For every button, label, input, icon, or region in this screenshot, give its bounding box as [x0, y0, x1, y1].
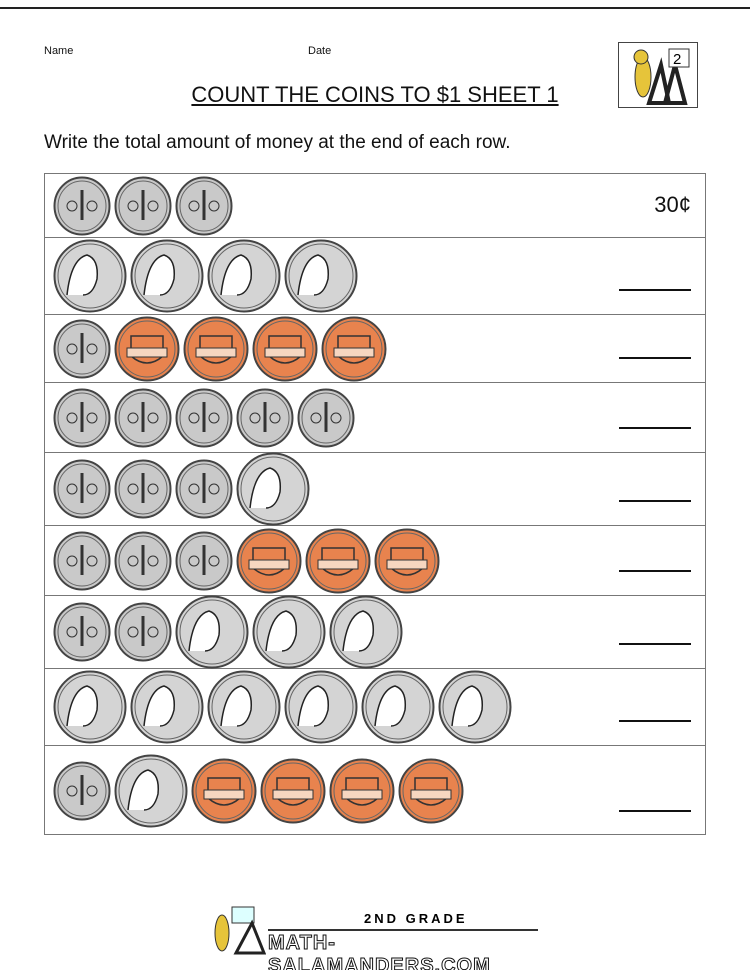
coin-row — [45, 452, 705, 526]
nickel-coin-icon — [438, 670, 512, 744]
coin-group — [53, 746, 467, 836]
answer-text: 30¢ — [654, 192, 691, 217]
penny-coin-icon — [191, 758, 257, 824]
coin-group — [53, 174, 236, 237]
dime-coin-icon — [114, 176, 172, 235]
dime-coin-icon — [297, 388, 355, 447]
penny-coin-icon — [260, 758, 326, 824]
nickel-coin-icon — [329, 595, 403, 669]
coin-row — [45, 746, 705, 836]
dime-coin-icon — [175, 531, 233, 590]
nickel-coin-icon — [284, 670, 358, 744]
coin-row — [45, 238, 705, 315]
dime-coin-icon — [114, 459, 172, 519]
penny-coin-icon — [114, 316, 180, 381]
dime-coin-icon — [114, 602, 172, 662]
penny-coin-icon — [398, 758, 464, 824]
nickel-coin-icon — [114, 754, 188, 828]
coin-group — [53, 238, 361, 314]
coin-group — [53, 315, 390, 382]
answer-blank[interactable] — [619, 720, 691, 722]
answer-blank[interactable] — [619, 570, 691, 572]
answer-blank[interactable] — [619, 357, 691, 359]
footer-logo: 2ND GRADE MATH-SALAMANDERS.COM — [206, 905, 546, 970]
instructions: Write the total amount of money at the e… — [44, 132, 511, 153]
coin-group — [53, 452, 313, 526]
dime-coin-icon — [53, 319, 111, 378]
coin-group — [53, 383, 358, 452]
penny-coin-icon — [183, 316, 249, 381]
penny-coin-icon — [374, 528, 440, 593]
date-label: Date — [308, 45, 332, 57]
dime-coin-icon — [175, 459, 233, 519]
coin-group — [53, 669, 515, 745]
name-label: Name — [44, 45, 74, 57]
nickel-coin-icon — [207, 670, 281, 744]
penny-coin-icon — [305, 528, 371, 593]
dime-coin-icon — [53, 176, 111, 235]
answer-blank[interactable] — [619, 643, 691, 645]
nickel-coin-icon — [130, 239, 204, 313]
dime-coin-icon — [114, 388, 172, 447]
coin-row — [45, 315, 705, 383]
answer-blank[interactable] — [619, 810, 691, 812]
coin-group — [53, 526, 443, 595]
footer-rule — [268, 929, 538, 931]
nickel-coin-icon — [252, 595, 326, 669]
salamander-logo: 2 — [618, 42, 698, 108]
coin-row — [45, 595, 705, 669]
dime-coin-icon — [175, 388, 233, 447]
dime-coin-icon — [53, 531, 111, 590]
dime-coin-icon — [53, 602, 111, 662]
dime-coin-icon — [53, 761, 111, 821]
coin-row — [45, 383, 705, 453]
answer-blank[interactable] — [619, 289, 691, 291]
dime-coin-icon — [175, 176, 233, 235]
penny-coin-icon — [321, 316, 387, 381]
coin-row — [45, 669, 705, 746]
coin-group — [53, 595, 406, 669]
dime-coin-icon — [53, 459, 111, 519]
top-border — [0, 7, 750, 9]
footer-site: MATH-SALAMANDERS.COM — [268, 932, 491, 970]
penny-coin-icon — [252, 316, 318, 381]
penny-coin-icon — [329, 758, 395, 824]
nickel-coin-icon — [53, 239, 127, 313]
nickel-coin-icon — [284, 239, 358, 313]
nickel-coin-icon — [236, 452, 310, 526]
nickel-coin-icon — [361, 670, 435, 744]
svg-text:2: 2 — [673, 51, 681, 68]
penny-coin-icon — [236, 528, 302, 593]
nickel-coin-icon — [130, 670, 204, 744]
coin-row — [45, 526, 705, 596]
nickel-coin-icon — [207, 239, 281, 313]
page-title: COUNT THE COINS TO $1 SHEET 1 — [191, 82, 559, 107]
nickel-coin-icon — [53, 670, 127, 744]
answer-blank[interactable] — [619, 500, 691, 502]
dime-coin-icon — [114, 531, 172, 590]
footer-grade: 2ND GRADE — [364, 911, 468, 926]
nickel-coin-icon — [175, 595, 249, 669]
dime-coin-icon — [236, 388, 294, 447]
coin-table: 30¢ — [44, 173, 706, 835]
dime-coin-icon — [53, 388, 111, 447]
answer-blank[interactable] — [619, 427, 691, 429]
coin-row: 30¢ — [45, 174, 705, 238]
